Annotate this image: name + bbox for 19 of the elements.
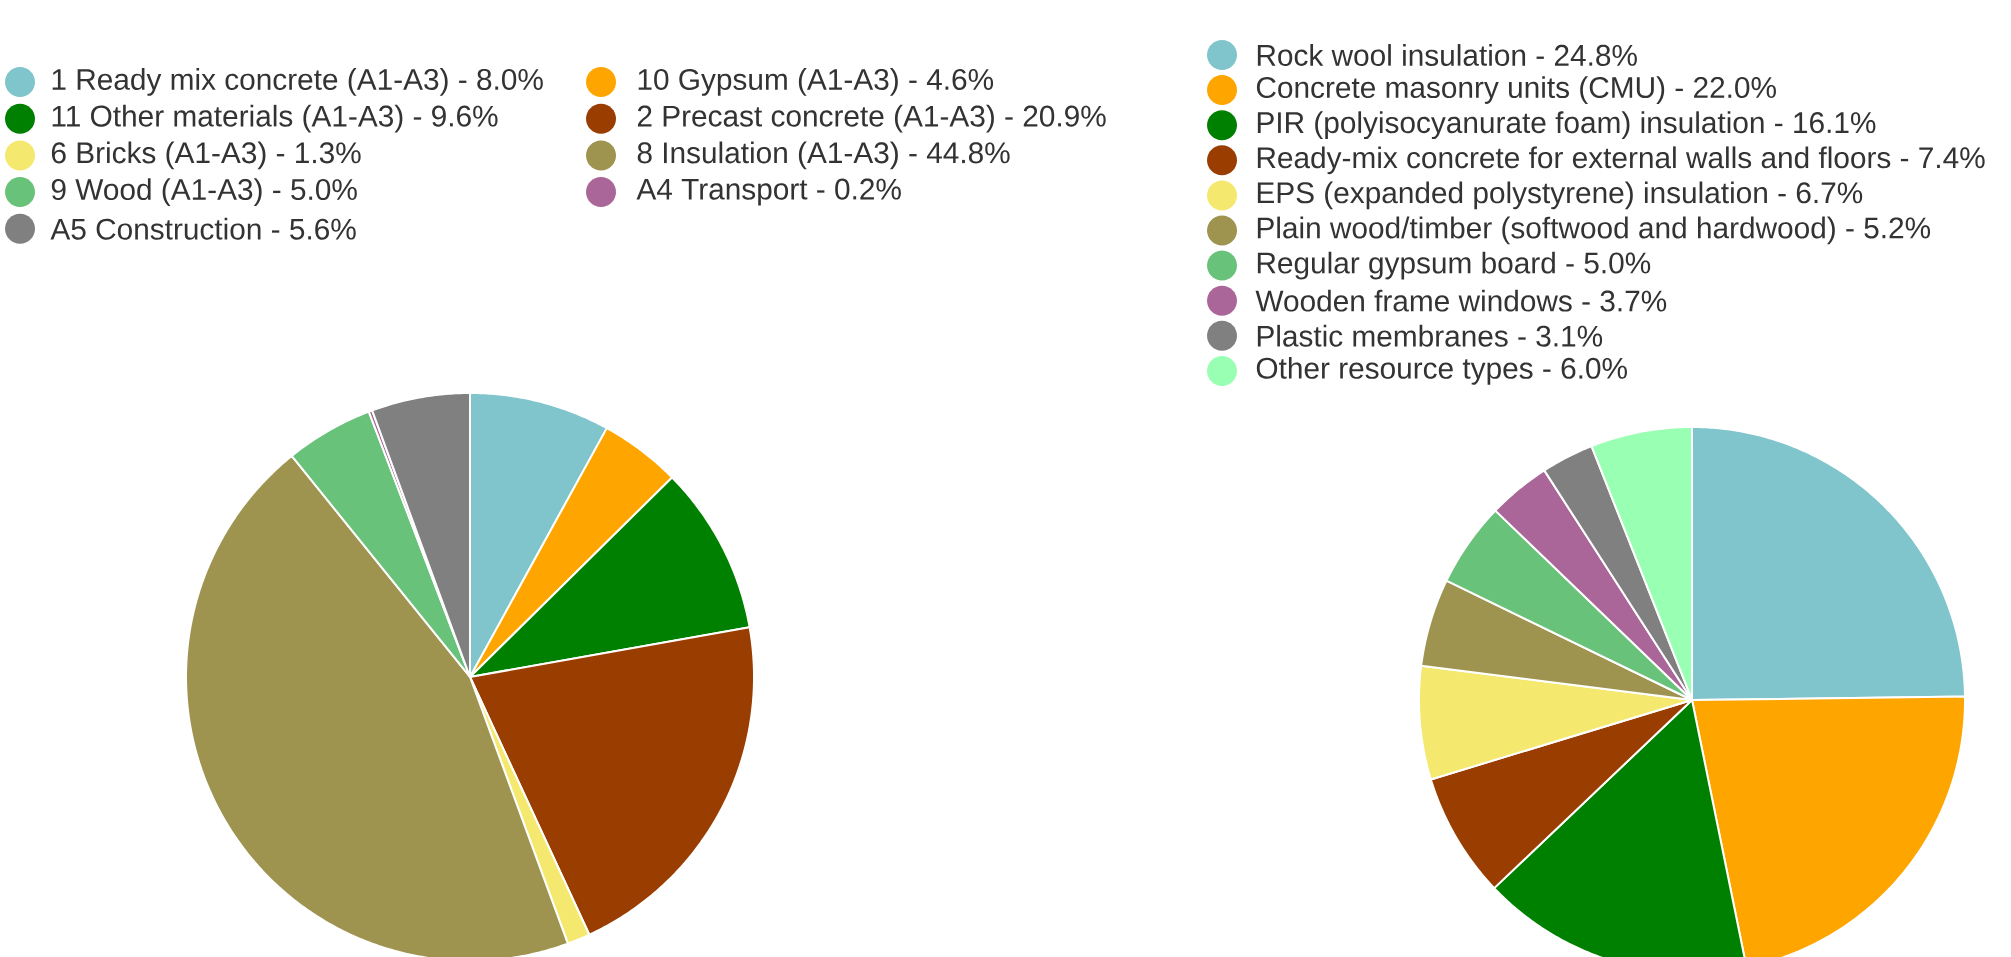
legend-label: Regular gypsum board - 5.0% bbox=[1257, 251, 1651, 280]
legend-label: 8 Insulation (A1-A3) - 44.8% bbox=[637, 141, 1010, 170]
legend-label: EPS (expanded polystyrene) insulation - 6.7% bbox=[1257, 181, 1863, 210]
legend-label: 1 Ready mix concrete (A1-A3) - 8.0% bbox=[52, 68, 543, 96]
legend-label: Plastic membranes - 3.1% bbox=[1257, 324, 1603, 347]
legend-label: 2 Precast concrete (A1-A3) - 20.9% bbox=[637, 104, 1106, 133]
legend-label: 6 Bricks (A1-A3) - 1.3% bbox=[51, 141, 361, 170]
legend-label: Wooden frame windows - 3.7% bbox=[1255, 289, 1667, 312]
legend-label: 11 Other materials (A1-A3) - 9.6% bbox=[52, 104, 498, 133]
legend-label: 9 Wood (A1-A3) - 5.0% bbox=[51, 178, 357, 206]
legend-label: Plain wood/timber (softwood and hardwood) - 5.2% bbox=[1257, 216, 1931, 245]
legend-label: PIR (polyisocyanurate foam) insulation - 16.1% bbox=[1257, 111, 1876, 140]
legend-label: Other resource types - 6.0% bbox=[1256, 357, 1627, 385]
legend-label: Concrete masonry units (CMU) - 22.0% bbox=[1256, 76, 1776, 104]
legend-label: Rock wool insulation - 24.8% bbox=[1257, 44, 1637, 66]
legend-label: 10 Gypsum (A1-A3) - 4.6% bbox=[638, 68, 994, 96]
legend-label: A5 Construction - 5.6% bbox=[50, 217, 356, 240]
legend-label: Ready-mix concrete for external walls and floors - 7.4% bbox=[1257, 146, 1985, 175]
legend-label: A4 Transport - 0.2% bbox=[636, 178, 901, 206]
